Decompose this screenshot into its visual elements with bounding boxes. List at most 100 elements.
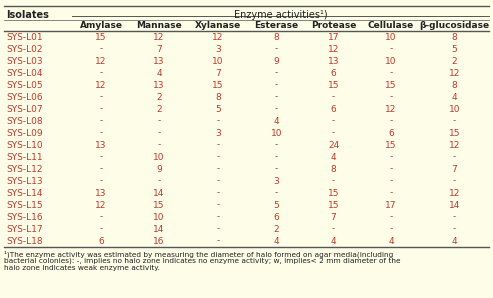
- Text: -: -: [100, 117, 103, 125]
- Text: 15: 15: [153, 201, 165, 209]
- Text: Cellulase: Cellulase: [368, 21, 414, 30]
- Text: β-glucosidase: β-glucosidase: [420, 21, 490, 30]
- Text: 12: 12: [212, 32, 224, 41]
- Text: 15: 15: [95, 32, 107, 41]
- Text: -: -: [275, 189, 278, 198]
- Text: -: -: [216, 140, 219, 150]
- Text: -: -: [275, 105, 278, 114]
- Text: SYS-L04: SYS-L04: [6, 69, 42, 77]
- Text: -: -: [332, 176, 335, 185]
- Text: SYS-L14: SYS-L14: [6, 189, 42, 198]
- Text: -: -: [275, 44, 278, 54]
- Text: -: -: [453, 176, 456, 185]
- Text: -: -: [389, 92, 392, 102]
- Text: 8: 8: [452, 32, 458, 41]
- Text: -: -: [100, 164, 103, 173]
- Text: 15: 15: [212, 80, 224, 89]
- Text: SYS-L11: SYS-L11: [6, 153, 42, 162]
- Text: -: -: [389, 69, 392, 77]
- Text: 10: 10: [385, 57, 397, 66]
- Text: 10: 10: [271, 128, 282, 137]
- Text: 12: 12: [328, 44, 339, 54]
- Text: -: -: [100, 212, 103, 221]
- Text: Enzyme activities¹): Enzyme activities¹): [234, 10, 327, 20]
- Text: Isolates: Isolates: [6, 10, 49, 21]
- Text: ¹)The enzyme activity was estimated by measuring the diameter of halo formed on : ¹)The enzyme activity was estimated by m…: [4, 250, 393, 257]
- Text: 15: 15: [449, 128, 460, 137]
- Text: -: -: [389, 117, 392, 125]
- Text: 14: 14: [153, 189, 165, 198]
- Text: -: -: [389, 44, 392, 54]
- Text: SYS-L17: SYS-L17: [6, 224, 42, 234]
- Text: -: -: [100, 92, 103, 102]
- Text: -: -: [216, 212, 219, 221]
- Text: -: -: [100, 153, 103, 162]
- Text: SYS-L01: SYS-L01: [6, 32, 42, 41]
- Text: 4: 4: [452, 92, 458, 102]
- Text: SYS-L09: SYS-L09: [6, 128, 42, 137]
- Text: Xylanase: Xylanase: [195, 21, 241, 30]
- Text: 3: 3: [215, 128, 221, 137]
- Text: 14: 14: [153, 224, 165, 234]
- Text: -: -: [157, 176, 161, 185]
- Text: -: -: [216, 176, 219, 185]
- Text: 13: 13: [95, 140, 107, 150]
- Text: -: -: [332, 117, 335, 125]
- Text: 4: 4: [452, 237, 458, 246]
- Text: 6: 6: [331, 105, 336, 114]
- Text: 8: 8: [452, 80, 458, 89]
- Text: -: -: [216, 237, 219, 246]
- Text: -: -: [100, 128, 103, 137]
- Text: 12: 12: [95, 80, 106, 89]
- Text: -: -: [453, 224, 456, 234]
- Text: -: -: [157, 140, 161, 150]
- Text: -: -: [100, 176, 103, 185]
- Text: 9: 9: [156, 164, 162, 173]
- Text: 7: 7: [331, 212, 336, 221]
- Text: SYS-L13: SYS-L13: [6, 176, 42, 185]
- Text: -: -: [100, 224, 103, 234]
- Text: SYS-L15: SYS-L15: [6, 201, 42, 209]
- Text: SYS-L12: SYS-L12: [6, 164, 42, 173]
- Text: 4: 4: [156, 69, 162, 77]
- Text: bacterial colonies): -, implies no halo zone indicates no enzyme activity; w, im: bacterial colonies): -, implies no halo …: [4, 257, 400, 264]
- Text: -: -: [275, 164, 278, 173]
- Text: 13: 13: [328, 57, 339, 66]
- Text: 12: 12: [449, 140, 460, 150]
- Text: 12: 12: [386, 105, 397, 114]
- Text: 10: 10: [153, 153, 165, 162]
- Text: -: -: [389, 212, 392, 221]
- Text: 2: 2: [274, 224, 280, 234]
- Text: SYS-L18: SYS-L18: [6, 237, 42, 246]
- Text: SYS-L10: SYS-L10: [6, 140, 42, 150]
- Text: -: -: [216, 153, 219, 162]
- Text: Amylase: Amylase: [79, 21, 122, 30]
- Text: 17: 17: [385, 201, 397, 209]
- Text: -: -: [389, 224, 392, 234]
- Text: SYS-L06: SYS-L06: [6, 92, 42, 102]
- Text: -: -: [389, 164, 392, 173]
- Text: SYS-L08: SYS-L08: [6, 117, 42, 125]
- Text: SYS-L07: SYS-L07: [6, 105, 42, 114]
- Text: 10: 10: [449, 105, 460, 114]
- Text: 24: 24: [328, 140, 339, 150]
- Text: 15: 15: [328, 80, 339, 89]
- Text: 2: 2: [452, 57, 458, 66]
- Text: -: -: [216, 224, 219, 234]
- Text: 3: 3: [215, 44, 221, 54]
- Text: 2: 2: [156, 105, 162, 114]
- Text: -: -: [389, 176, 392, 185]
- Text: 9: 9: [274, 57, 280, 66]
- Text: Protease: Protease: [311, 21, 356, 30]
- Text: 3: 3: [274, 176, 280, 185]
- Text: -: -: [332, 92, 335, 102]
- Text: 5: 5: [274, 201, 280, 209]
- Text: 4: 4: [331, 237, 336, 246]
- Text: 7: 7: [452, 164, 458, 173]
- Text: 12: 12: [95, 57, 106, 66]
- Text: 15: 15: [385, 140, 397, 150]
- Text: SYS-L03: SYS-L03: [6, 57, 42, 66]
- Text: 6: 6: [388, 128, 394, 137]
- Text: -: -: [332, 224, 335, 234]
- Text: -: -: [275, 153, 278, 162]
